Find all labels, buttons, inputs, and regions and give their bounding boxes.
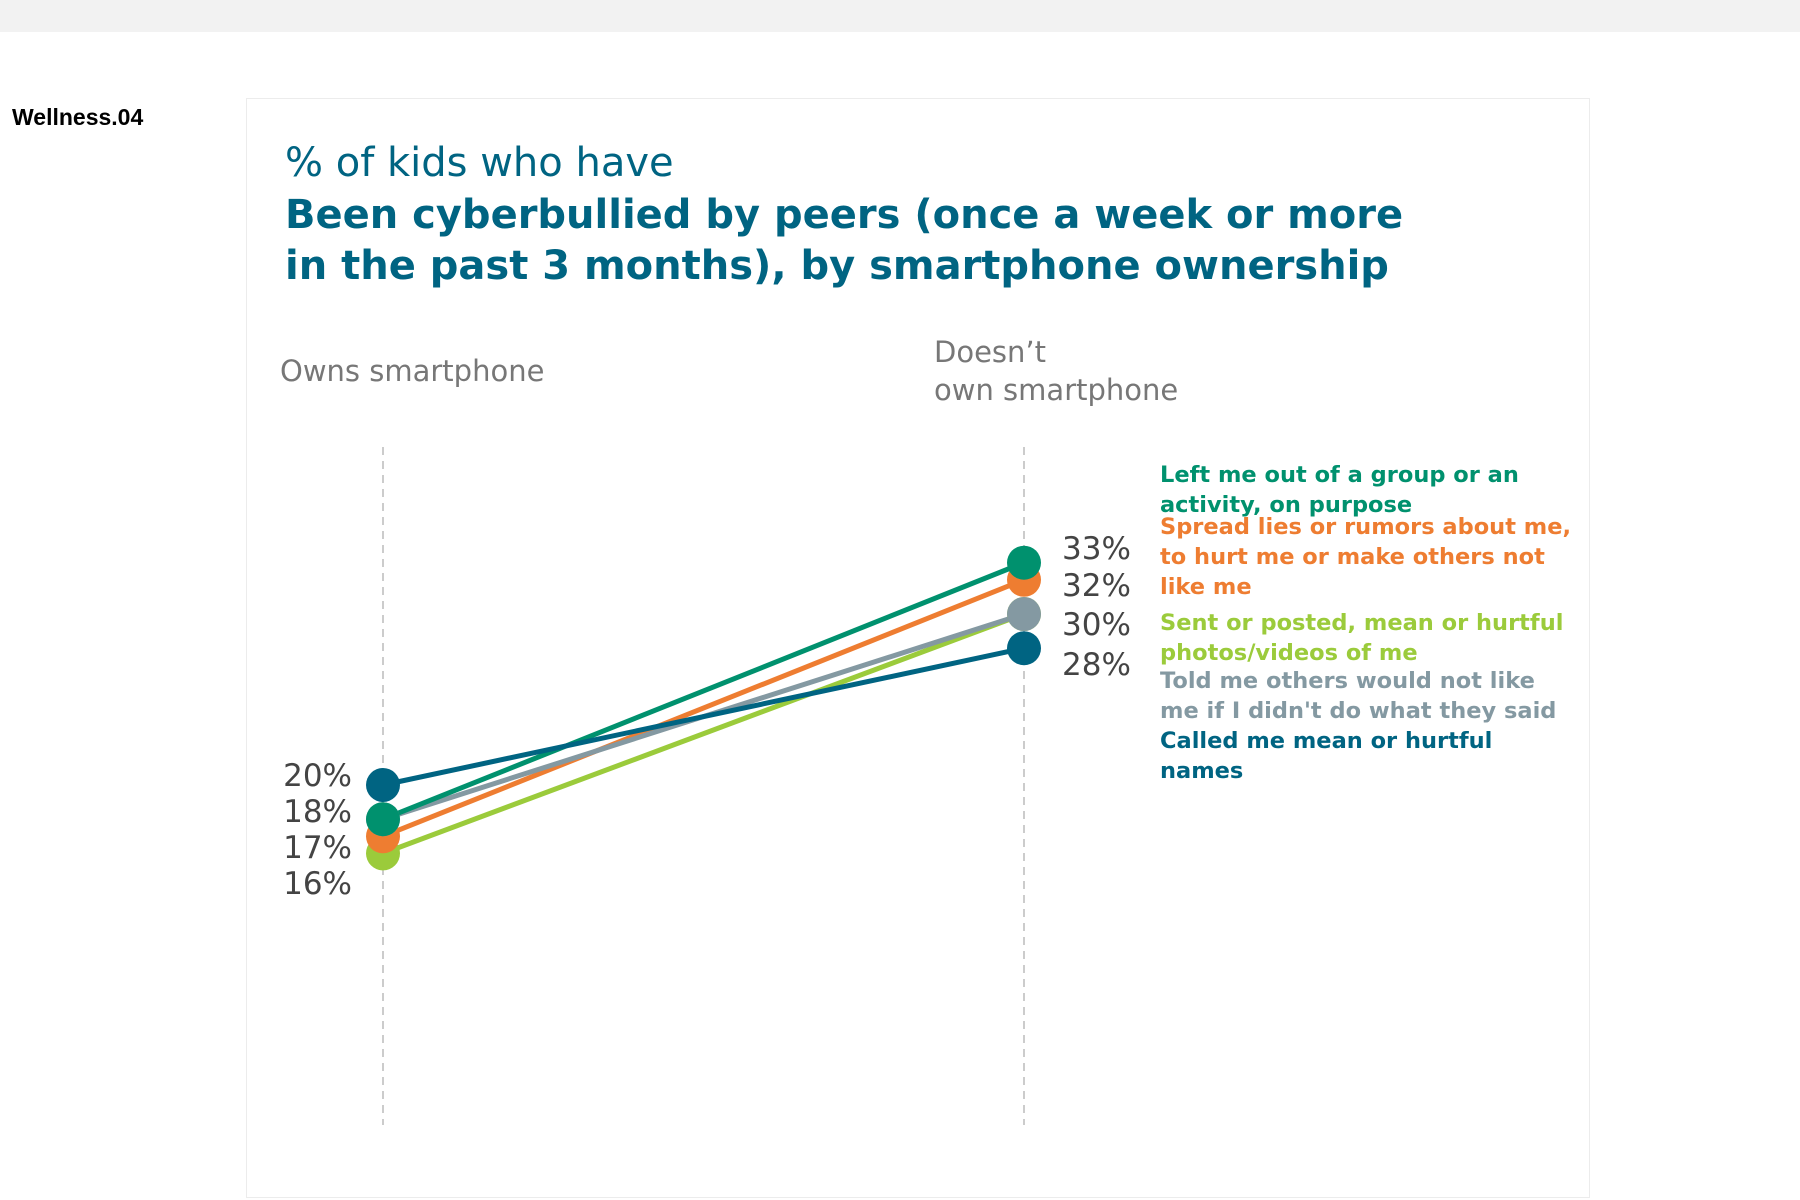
category-label-doesnt-own: Doesn’t own smartphone bbox=[934, 333, 1178, 409]
top-bar bbox=[0, 0, 1800, 32]
category-label-line: Doesn’t bbox=[934, 335, 1046, 369]
chart-card bbox=[246, 98, 1590, 1198]
chart-subtitle: % of kids who have bbox=[285, 140, 674, 186]
series-line bbox=[382, 611, 1025, 856]
legend-item: Called me mean or hurtful names bbox=[1160, 728, 1493, 784]
legend-item: Told me others would not like me if I di… bbox=[1160, 668, 1557, 724]
left-value-label: 16% bbox=[283, 866, 352, 902]
legend-item: Left me out of a group or an activity, o… bbox=[1160, 462, 1519, 518]
right-value-label: 33% bbox=[1062, 531, 1131, 567]
category-label-line: own smartphone bbox=[934, 373, 1179, 407]
data-point bbox=[366, 802, 400, 837]
left-value-label: 18% bbox=[283, 794, 352, 830]
legend-item: Sent or posted, mean or hurtful photos/v… bbox=[1160, 610, 1564, 666]
data-point bbox=[1007, 597, 1041, 631]
left-value-label: 20% bbox=[283, 758, 352, 794]
right-value-label: 30% bbox=[1062, 607, 1131, 643]
legend-item: Spread lies or rumors about me, to hurt … bbox=[1160, 514, 1572, 600]
data-point bbox=[1007, 631, 1041, 666]
left-value-label: 17% bbox=[283, 830, 352, 866]
data-point bbox=[1007, 545, 1041, 580]
right-value-label: 28% bbox=[1062, 647, 1131, 683]
data-point bbox=[366, 768, 400, 802]
series-line bbox=[382, 645, 1025, 788]
right-value-label: 32% bbox=[1062, 568, 1131, 604]
series-line bbox=[382, 577, 1025, 839]
page-id: Wellness.04 bbox=[12, 104, 144, 130]
chart-title: Been cyberbullied by peers (once a week … bbox=[285, 192, 1404, 289]
series-line bbox=[382, 560, 1025, 822]
category-label-owns: Owns smartphone bbox=[280, 354, 545, 388]
